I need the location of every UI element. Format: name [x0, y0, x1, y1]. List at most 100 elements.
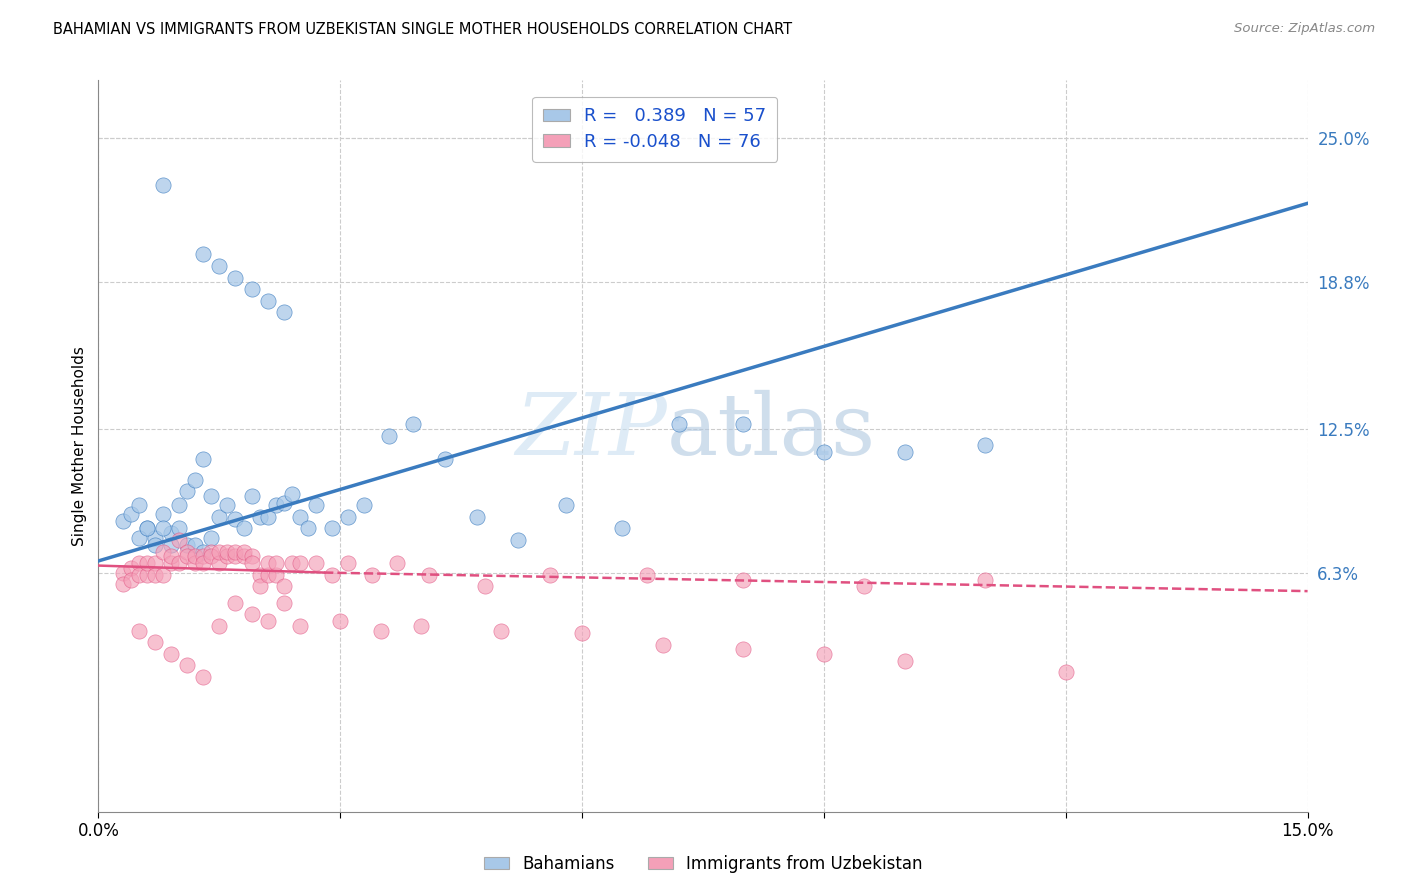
Point: [465, 509, 488, 524]
Point: [111, 577, 134, 591]
Point: [256, 567, 278, 582]
Point: [297, 521, 319, 535]
Point: [893, 445, 915, 459]
Point: [224, 596, 246, 610]
Point: [361, 567, 384, 582]
Point: [538, 567, 561, 582]
Point: [402, 417, 425, 431]
Point: [232, 544, 254, 558]
Point: [321, 567, 343, 582]
Point: [353, 498, 375, 512]
Point: [249, 509, 271, 524]
Point: [418, 567, 440, 582]
Point: [217, 549, 239, 564]
Point: [184, 549, 207, 564]
Point: [176, 658, 198, 673]
Point: [152, 544, 174, 558]
Point: [612, 521, 634, 535]
Text: atlas: atlas: [666, 390, 876, 473]
Point: [256, 509, 278, 524]
Point: [264, 498, 287, 512]
Point: [143, 538, 166, 552]
Point: [240, 556, 263, 570]
Point: [337, 509, 360, 524]
Point: [264, 556, 287, 570]
Point: [167, 556, 190, 570]
Point: [176, 544, 198, 558]
Point: [143, 531, 166, 545]
Point: [128, 556, 150, 570]
Point: [135, 556, 157, 570]
Point: [208, 259, 231, 273]
Point: [128, 567, 150, 582]
Point: [111, 566, 134, 580]
Point: [305, 556, 328, 570]
Point: [813, 647, 835, 661]
Point: [193, 247, 215, 261]
Point: [506, 533, 529, 547]
Point: [385, 556, 408, 570]
Point: [281, 486, 304, 500]
Point: [152, 521, 174, 535]
Point: [193, 549, 215, 564]
Point: [193, 451, 215, 466]
Point: [128, 531, 150, 545]
Point: [264, 567, 287, 582]
Point: [160, 556, 183, 570]
Point: [434, 451, 457, 466]
Point: [152, 508, 174, 522]
Point: [200, 549, 222, 564]
Point: [128, 498, 150, 512]
Point: [288, 509, 311, 524]
Point: [208, 619, 231, 633]
Point: [224, 544, 246, 558]
Point: [668, 417, 690, 431]
Point: [288, 619, 311, 633]
Point: [200, 489, 222, 503]
Point: [128, 624, 150, 638]
Point: [240, 282, 263, 296]
Point: [571, 626, 593, 640]
Point: [273, 305, 295, 319]
Point: [152, 567, 174, 582]
Point: [256, 556, 278, 570]
Point: [321, 521, 343, 535]
Point: [305, 498, 328, 512]
Point: [474, 579, 496, 593]
Point: [184, 538, 207, 552]
Point: [256, 615, 278, 629]
Point: [200, 544, 222, 558]
Point: [143, 567, 166, 582]
Point: [176, 538, 198, 552]
Point: [974, 438, 997, 452]
Point: [240, 607, 263, 622]
Point: [224, 512, 246, 526]
Point: [273, 596, 295, 610]
Point: [370, 624, 392, 638]
Point: [337, 556, 360, 570]
Point: [491, 624, 513, 638]
Point: [281, 556, 304, 570]
Point: [184, 473, 207, 487]
Text: Source: ZipAtlas.com: Source: ZipAtlas.com: [1234, 22, 1375, 36]
Point: [974, 573, 997, 587]
Point: [273, 579, 295, 593]
Point: [240, 489, 263, 503]
Point: [152, 178, 174, 192]
Text: BAHAMIAN VS IMMIGRANTS FROM UZBEKISTAN SINGLE MOTHER HOUSEHOLDS CORRELATION CHAR: BAHAMIAN VS IMMIGRANTS FROM UZBEKISTAN S…: [53, 22, 793, 37]
Point: [160, 549, 183, 564]
Point: [217, 544, 239, 558]
Point: [120, 508, 142, 522]
Point: [636, 567, 658, 582]
Point: [208, 544, 231, 558]
Point: [167, 498, 190, 512]
Point: [135, 567, 157, 582]
Point: [160, 647, 183, 661]
Point: [143, 635, 166, 649]
Point: [232, 549, 254, 564]
Point: [853, 579, 876, 593]
Point: [249, 567, 271, 582]
Point: [111, 515, 134, 529]
Point: [184, 556, 207, 570]
Point: [256, 293, 278, 308]
